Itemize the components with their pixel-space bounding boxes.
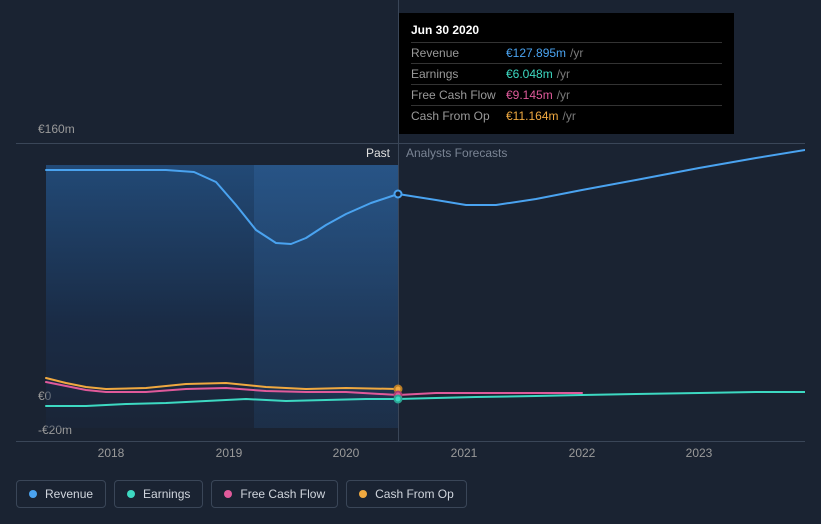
tooltip-row-value: €9.145m bbox=[506, 86, 553, 104]
tooltip-row: Cash From Op€11.164m/yr bbox=[411, 105, 722, 126]
tooltip-row-label: Revenue bbox=[411, 44, 506, 62]
tooltip-row-value: €127.895m bbox=[506, 44, 566, 62]
legend-item-label: Revenue bbox=[45, 487, 93, 501]
tooltip-row-unit: /yr bbox=[557, 65, 570, 83]
tooltip-row-value: €6.048m bbox=[506, 65, 553, 83]
legend-item-label: Free Cash Flow bbox=[240, 487, 325, 501]
legend-dot-icon bbox=[127, 490, 135, 498]
tooltip-row-label: Earnings bbox=[411, 65, 506, 83]
tooltip-row: Earnings€6.048m/yr bbox=[411, 63, 722, 84]
chart-tooltip: Jun 30 2020 Revenue€127.895m/yrEarnings€… bbox=[399, 13, 734, 134]
tooltip-row-unit: /yr bbox=[562, 107, 575, 125]
x-axis-tick: 2022 bbox=[569, 446, 596, 460]
x-axis-tick: 2018 bbox=[98, 446, 125, 460]
x-axis-tick: 2021 bbox=[451, 446, 478, 460]
legend-item-label: Cash From Op bbox=[375, 487, 454, 501]
tooltip-row: Revenue€127.895m/yr bbox=[411, 42, 722, 63]
highlight-marker bbox=[394, 190, 403, 199]
x-axis-tick: 2019 bbox=[216, 446, 243, 460]
tooltip-title: Jun 30 2020 bbox=[411, 21, 722, 39]
tooltip-row-value: €11.164m bbox=[506, 107, 558, 125]
legend-dot-icon bbox=[359, 490, 367, 498]
tooltip-row-unit: /yr bbox=[570, 44, 583, 62]
legend-item[interactable]: Free Cash Flow bbox=[211, 480, 338, 508]
divider-horizontal-bottom bbox=[16, 441, 805, 442]
highlight-marker bbox=[394, 395, 403, 404]
legend-item[interactable]: Earnings bbox=[114, 480, 203, 508]
tooltip-row-label: Free Cash Flow bbox=[411, 86, 506, 104]
series-line[interactable] bbox=[46, 150, 805, 244]
legend-item[interactable]: Cash From Op bbox=[346, 480, 467, 508]
legend-dot-icon bbox=[224, 490, 232, 498]
tooltip-row-unit: /yr bbox=[557, 86, 570, 104]
x-axis-tick: 2023 bbox=[686, 446, 713, 460]
legend-item-label: Earnings bbox=[143, 487, 190, 501]
x-axis-tick: 2020 bbox=[333, 446, 360, 460]
tooltip-row: Free Cash Flow€9.145m/yr bbox=[411, 84, 722, 105]
chart-legend: Revenue Earnings Free Cash Flow Cash From O… bbox=[16, 480, 467, 508]
legend-item[interactable]: Revenue bbox=[16, 480, 106, 508]
legend-dot-icon bbox=[29, 490, 37, 498]
tooltip-row-label: Cash From Op bbox=[411, 107, 506, 125]
